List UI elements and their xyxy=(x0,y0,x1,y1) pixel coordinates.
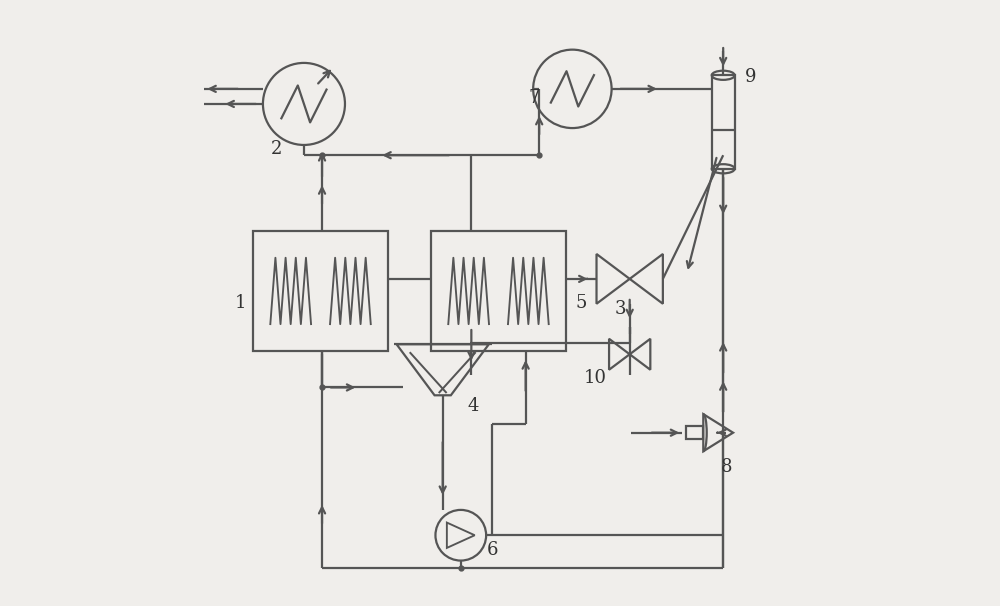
Text: 3: 3 xyxy=(615,300,626,318)
Bar xyxy=(712,75,735,169)
Text: 8: 8 xyxy=(720,458,732,476)
Bar xyxy=(686,426,703,439)
Text: 7: 7 xyxy=(528,89,539,107)
Text: 10: 10 xyxy=(584,370,607,387)
Text: 4: 4 xyxy=(467,396,479,415)
Text: 9: 9 xyxy=(745,68,756,86)
Text: 5: 5 xyxy=(576,294,587,312)
Text: 2: 2 xyxy=(271,140,282,158)
Bar xyxy=(431,231,566,351)
Text: 6: 6 xyxy=(487,541,499,559)
Text: 1: 1 xyxy=(235,294,246,312)
Bar xyxy=(253,231,388,351)
